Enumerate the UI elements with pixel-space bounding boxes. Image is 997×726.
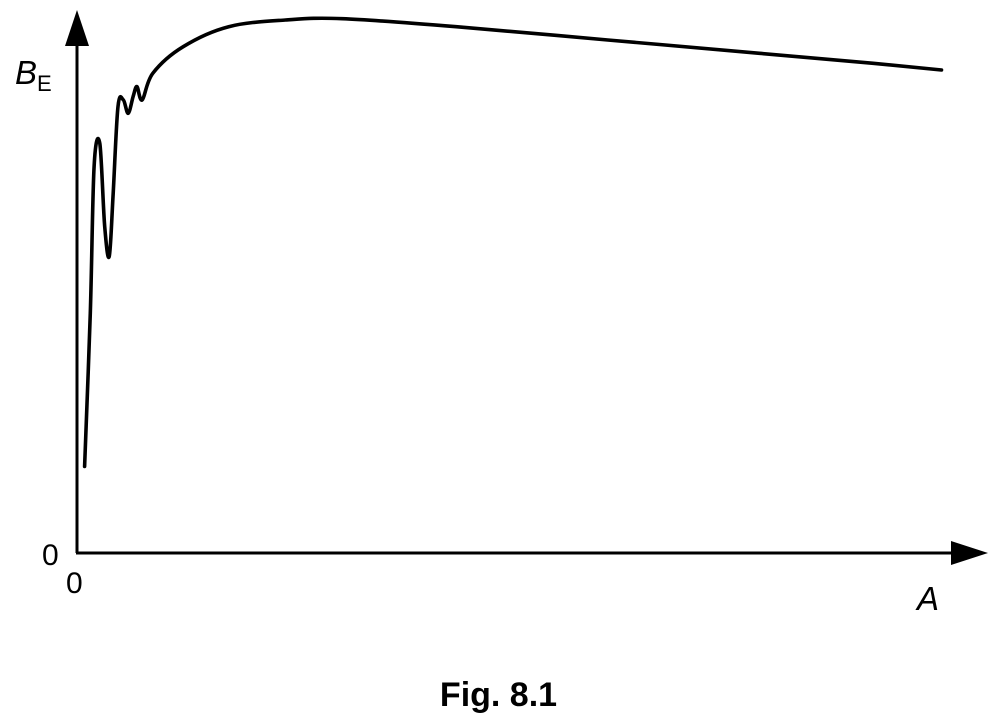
y-axis-label-subscript: E <box>37 71 52 96</box>
x-origin-label: 0 <box>66 567 83 600</box>
x-axis-label: A <box>915 580 939 617</box>
y-axis-arrow <box>65 10 89 46</box>
axes <box>65 10 988 565</box>
x-axis-arrow <box>951 541 988 565</box>
figure-caption: Fig. 8.1 <box>439 676 558 714</box>
y-axis-label: BE <box>15 54 52 96</box>
y-axis-label-main: B <box>15 54 37 91</box>
series-line-binding-energy <box>82 16 944 469</box>
y-origin-label: 0 <box>42 539 59 572</box>
